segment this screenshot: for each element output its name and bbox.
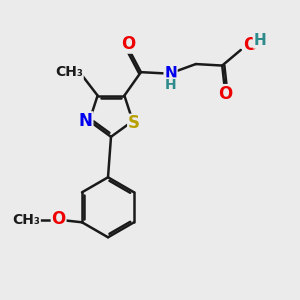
- Text: S: S: [128, 114, 140, 132]
- Text: CH₃: CH₃: [12, 213, 40, 227]
- Text: O: O: [52, 210, 66, 228]
- Text: CH₃: CH₃: [55, 65, 83, 80]
- Text: H: H: [254, 33, 266, 48]
- Text: N: N: [164, 66, 177, 81]
- Text: H: H: [165, 78, 176, 92]
- Text: O: O: [218, 85, 232, 103]
- Text: O: O: [121, 35, 135, 53]
- Text: N: N: [79, 112, 93, 130]
- Text: O: O: [243, 36, 257, 54]
